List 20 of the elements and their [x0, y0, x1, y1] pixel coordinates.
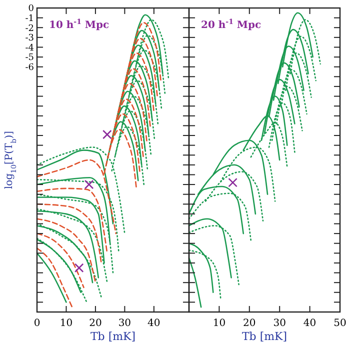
x-tick-label: 10	[212, 318, 226, 329]
y-tick-label: -4	[25, 43, 34, 54]
x-tick-label: 10	[60, 318, 73, 329]
x-tick-label: 40	[148, 318, 160, 329]
x-tick-label: 40	[303, 318, 316, 329]
annotation: 20 h$^{-1}$ Mpc	[201, 16, 262, 31]
x-tick-label: 20	[89, 318, 102, 329]
y-tick-label: -3	[25, 34, 34, 44]
x-axis-title: Tb [mK]	[242, 330, 288, 343]
x-tick-label: 30	[118, 318, 132, 329]
y-tick-label: 0	[28, 4, 34, 14]
y-tick-label: -1	[25, 14, 34, 24]
x-tick-label: 30	[273, 318, 286, 329]
y-tick-label: -6	[25, 62, 34, 73]
annotation: 10 h$^{-1}$ Mpc	[49, 16, 110, 31]
y-tick-label: -2	[25, 24, 34, 34]
x-axis-title: Tb [mK]	[90, 330, 136, 343]
x-tick-label: 20	[243, 318, 256, 329]
x-tick-label: 50	[334, 318, 346, 329]
y-tick-label: -5	[25, 53, 34, 64]
